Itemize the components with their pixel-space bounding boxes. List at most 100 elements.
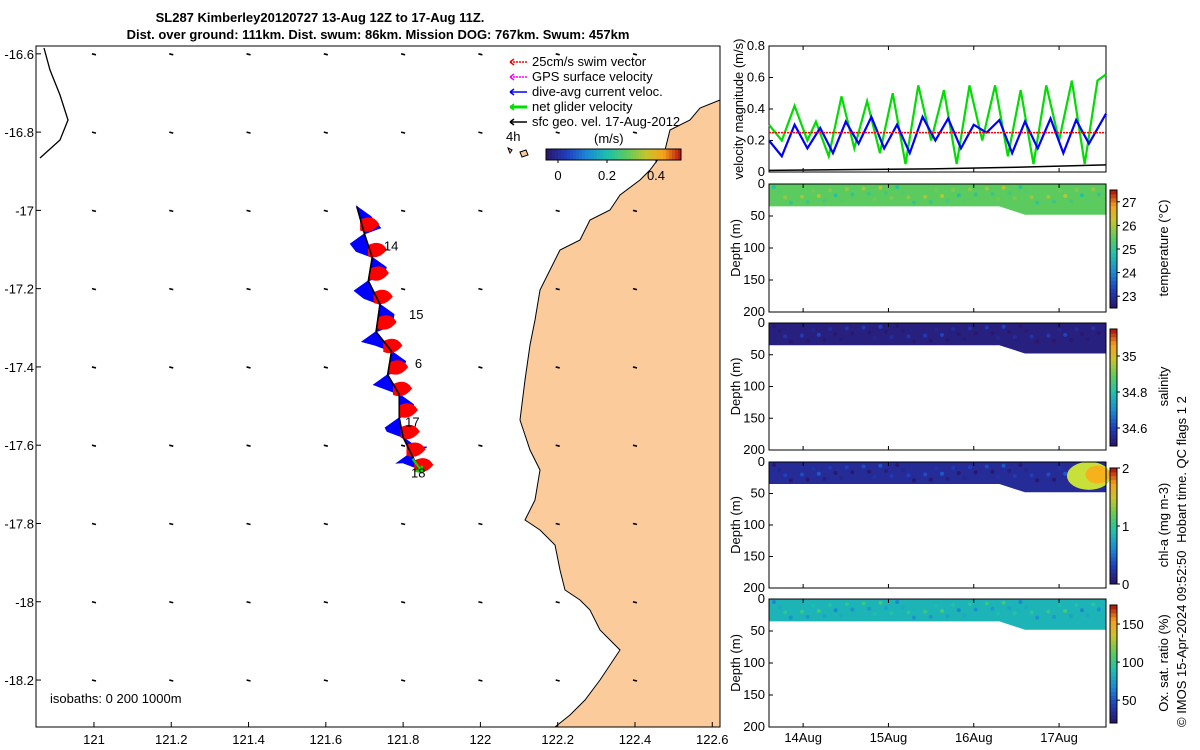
section-sample [850,470,855,475]
section-sample [895,324,900,328]
section-sample [1046,472,1051,477]
colorbar-cell [594,149,598,160]
geo-arrow [323,600,329,604]
section-sample [895,600,900,604]
colorbar-frame [1109,328,1118,447]
section-sample [822,614,827,619]
map-ticks: 121 121.2 121.4 121.6 121.8 122 122.2 122.4 122.… [4,47,728,747]
geo-arrow [478,366,483,369]
colorbar-cell [1110,495,1117,500]
depth-ylabel: Depth (m) [728,634,743,692]
geo-arrow [632,287,638,291]
section-sample [800,194,804,199]
y-tick-label: 0 [758,176,765,191]
section-sample [962,613,967,618]
legend-arrowhead [509,73,515,81]
colorbar-cell [666,149,670,160]
colorbar-cell [1110,576,1117,581]
section-sample [850,331,855,336]
section-sample [1007,468,1012,473]
colorbar-cell [1110,632,1117,637]
colorbar-cell [1110,628,1117,634]
glider-track: 14 15 6 17 18 [349,205,434,481]
section-sample [850,607,855,612]
geo-arrow [555,679,560,682]
section-sample [1091,326,1096,331]
geo-arrow [246,209,251,213]
colorbar-cell [1110,652,1117,657]
velocity-frame [768,45,1107,173]
section-sample [990,330,995,335]
scale-label: 4h [506,129,520,144]
geo-arrow [323,287,329,291]
colorbar-cell [1110,699,1117,704]
map-y-tick-label: -18.2 [4,673,34,688]
colorbar-cell [1110,564,1117,570]
colorbar-cell [1110,483,1117,488]
y-tick-label: 150 [743,687,765,702]
colorbar-cell [1110,667,1117,673]
colorbar-cell [1110,487,1117,492]
colorbar-cell [1110,375,1117,381]
colorbar-cell [1110,296,1117,301]
velocity-series-line [768,164,1107,172]
colorbar-cell [588,149,592,160]
colorbar-cell [606,149,610,160]
colorbar-label: temperature (°C) [1156,200,1171,297]
colorbar-cell [564,149,568,160]
section-panel: 0 50 100 150 200 Depth (m) 0 1 2 chl-a (mg m-3) [728,454,1171,595]
section-sample [968,326,972,331]
colorbar-cell [552,149,556,160]
section-sample [968,465,972,470]
section-sample [772,324,776,328]
colorbar-cell [1110,209,1117,215]
colorbar-cell [1110,292,1117,297]
section-sample [900,605,905,610]
section-sample [828,465,832,470]
y-tick-label: 0 [758,315,765,330]
colorbar-tick-label: 50 [1122,693,1136,708]
geo-arrow [91,53,97,56]
colorbar-cell [1110,608,1117,614]
coast-contour [39,47,69,159]
legend-arrowhead [509,118,515,126]
geo-arrow [323,444,329,447]
section-sample [1091,187,1096,192]
colorbar-tick-label: 23 [1122,289,1136,304]
y-tick-label: 50 [751,486,765,501]
section-sample [1052,477,1056,482]
colorbar-cell [1110,201,1117,207]
section-sample [895,463,900,467]
geo-arrow [323,131,329,134]
section-sample [1035,200,1040,205]
geo-arrow [400,679,406,682]
section-sample [1024,190,1028,195]
colorbar-cell [1110,237,1117,242]
colorbar-cell [585,149,589,160]
section-sample [772,185,776,189]
colorbar-cell [672,149,676,160]
geo-arrow [478,287,483,291]
colorbar-cell [1110,276,1117,281]
colorbar-cell [1110,541,1117,546]
section-sample [1029,610,1034,615]
colorbar-cell [1110,233,1117,238]
colorbar-cell [1110,679,1117,685]
section-sample [1074,187,1079,192]
section-sample [979,197,984,202]
section-sample [1035,615,1040,620]
colorbar-cell [546,149,550,160]
colorbar-cell [549,149,553,160]
colorbar-cell [1110,387,1117,392]
geo-arrow [478,522,483,526]
section-band [769,323,1106,354]
section-sample [777,190,782,195]
geo-arrow [323,522,329,526]
colorbar-cell [1110,221,1117,226]
section-sample [951,187,956,192]
geo-arrow [169,209,174,213]
colorbar-cell [1110,491,1117,496]
colorbar-cell [1110,545,1117,550]
section-sample [1029,473,1034,478]
